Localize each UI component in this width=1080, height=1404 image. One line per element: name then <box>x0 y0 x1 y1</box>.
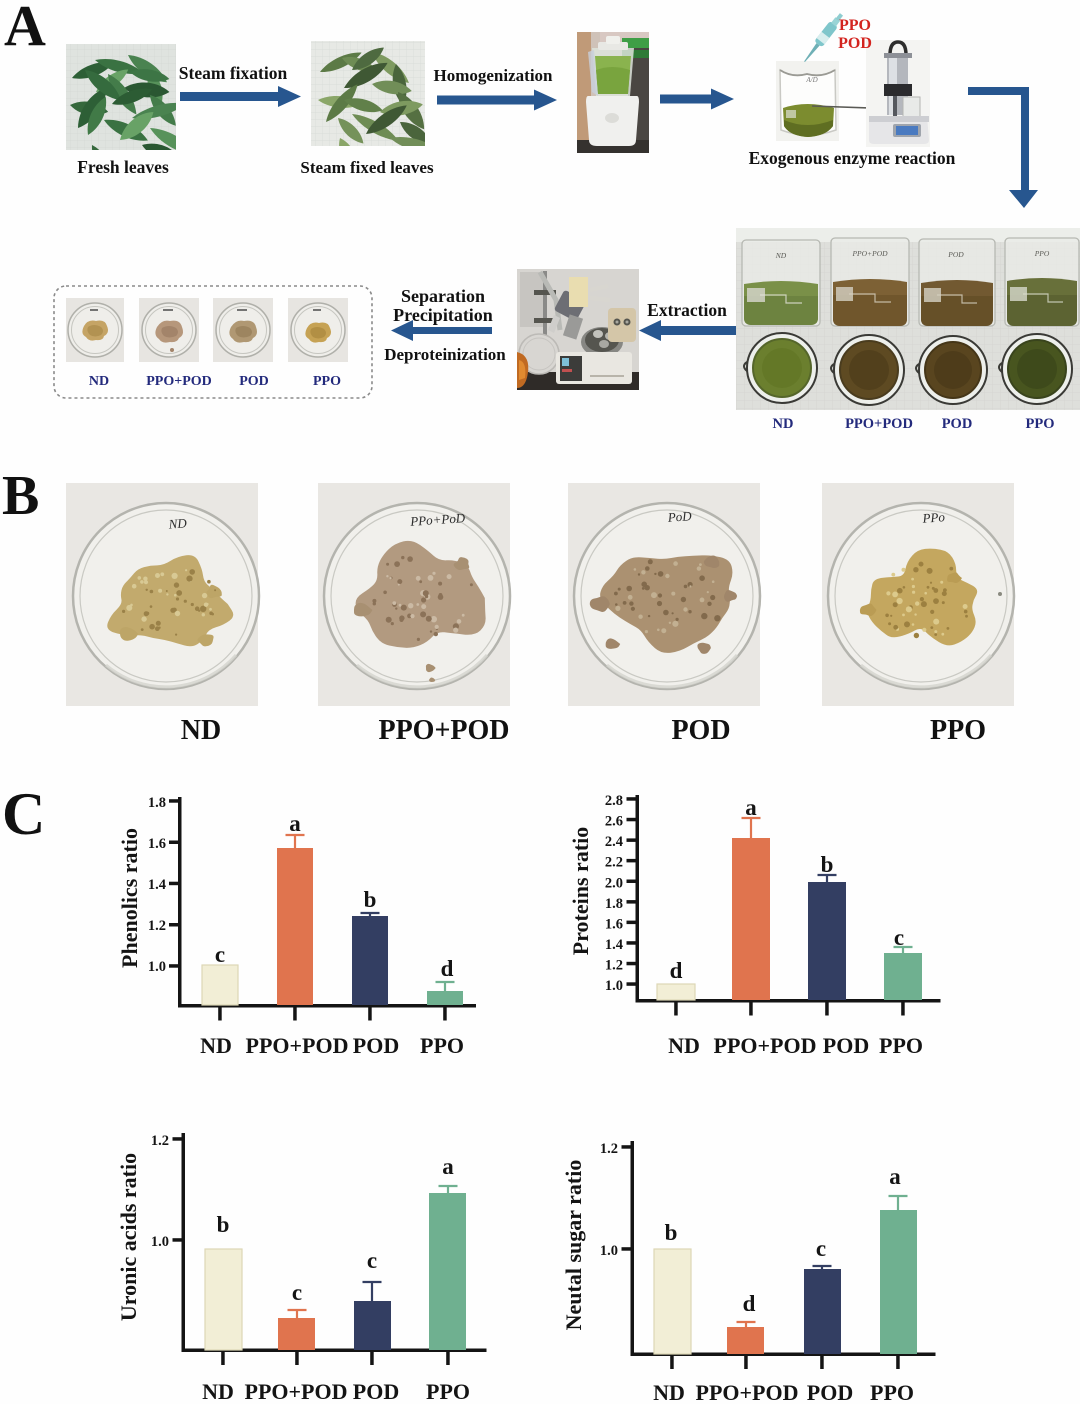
svg-text:2.2: 2.2 <box>605 855 623 871</box>
svg-text:PPO+POD: PPO+POD <box>246 1033 349 1058</box>
svg-text:Precipitation: Precipitation <box>393 305 493 325</box>
svg-text:POD: POD <box>838 35 872 52</box>
svg-text:2.4: 2.4 <box>605 834 623 850</box>
svg-text:2.6: 2.6 <box>605 814 623 830</box>
svg-text:Deproteinization: Deproteinization <box>384 345 506 364</box>
svg-text:c: c <box>367 1248 377 1273</box>
svg-text:a: a <box>889 1164 901 1189</box>
svg-text:A: A <box>4 0 46 58</box>
svg-text:1.4: 1.4 <box>605 937 623 953</box>
svg-text:a: a <box>442 1154 454 1179</box>
svg-text:ND: ND <box>181 715 221 746</box>
svg-text:c: c <box>816 1236 826 1261</box>
svg-text:c: c <box>894 925 904 950</box>
svg-text:1.2: 1.2 <box>600 1141 618 1157</box>
svg-text:Exogenous enzyme reaction: Exogenous enzyme reaction <box>749 148 956 168</box>
svg-text:PPO+POD: PPO+POD <box>851 249 888 258</box>
svg-text:1.0: 1.0 <box>600 1243 618 1259</box>
svg-text:PPo+PoD: PPo+PoD <box>409 510 467 529</box>
svg-text:c: c <box>215 942 225 967</box>
svg-text:1.8: 1.8 <box>605 896 623 912</box>
svg-text:1.2: 1.2 <box>605 958 623 974</box>
svg-text:PPO+POD: PPO+POD <box>378 715 509 746</box>
svg-text:d: d <box>670 958 683 983</box>
svg-text:d: d <box>743 1291 756 1316</box>
svg-text:A/D: A/D <box>805 76 817 84</box>
svg-text:2.0: 2.0 <box>605 875 623 891</box>
svg-text:POD: POD <box>823 1033 869 1058</box>
svg-text:Fresh leaves: Fresh leaves <box>77 157 169 177</box>
svg-text:b: b <box>665 1220 678 1245</box>
svg-text:ND: ND <box>200 1033 232 1058</box>
svg-text:c: c <box>292 1280 302 1305</box>
svg-text:b: b <box>364 887 377 912</box>
svg-text:POD: POD <box>353 1033 399 1058</box>
svg-text:ND: ND <box>668 1033 700 1058</box>
svg-text:ND: ND <box>775 251 787 260</box>
svg-text:Steam fixation: Steam fixation <box>179 63 288 83</box>
svg-text:PPO+POD: PPO+POD <box>696 1380 799 1404</box>
svg-text:Uronic acids ratio: Uronic acids ratio <box>116 1153 141 1321</box>
svg-text:Steam fixed leaves: Steam fixed leaves <box>300 158 434 177</box>
svg-text:Extraction: Extraction <box>647 300 727 320</box>
svg-text:PPO+POD: PPO+POD <box>245 1379 348 1404</box>
svg-text:1.0: 1.0 <box>148 959 166 975</box>
svg-text:ND: ND <box>773 416 794 432</box>
svg-text:PPO: PPO <box>313 374 341 389</box>
svg-text:ND: ND <box>89 374 109 389</box>
svg-text:1.4: 1.4 <box>148 877 166 893</box>
svg-text:C: C <box>2 781 45 847</box>
svg-text:1.8: 1.8 <box>148 795 166 811</box>
svg-text:ND: ND <box>167 515 188 531</box>
svg-text:PoD: PoD <box>666 508 692 525</box>
svg-text:PPO: PPO <box>426 1379 470 1404</box>
svg-text:Neutal sugar ratio: Neutal sugar ratio <box>561 1160 586 1331</box>
svg-text:PPO: PPO <box>1026 416 1055 432</box>
svg-text:PPo: PPo <box>921 509 946 526</box>
svg-text:POD: POD <box>807 1380 853 1404</box>
svg-text:PPO: PPO <box>839 17 871 34</box>
svg-text:PPO: PPO <box>879 1033 923 1058</box>
svg-text:ND: ND <box>653 1380 685 1404</box>
svg-text:POD: POD <box>671 715 730 746</box>
svg-text:1.0: 1.0 <box>151 1234 169 1250</box>
svg-text:Separation: Separation <box>401 286 485 306</box>
svg-text:1.6: 1.6 <box>148 836 166 852</box>
svg-text:Proteins ratio: Proteins ratio <box>568 827 593 956</box>
svg-text:Homogenization: Homogenization <box>434 66 554 85</box>
svg-text:PPO: PPO <box>930 715 986 746</box>
svg-text:PPO+POD: PPO+POD <box>146 374 212 389</box>
svg-text:POD: POD <box>353 1379 399 1404</box>
svg-text:1.0: 1.0 <box>605 978 623 994</box>
svg-text:b: b <box>217 1212 230 1237</box>
svg-text:PPO+POD: PPO+POD <box>714 1033 817 1058</box>
svg-text:d: d <box>441 956 454 981</box>
svg-text:a: a <box>289 811 301 836</box>
svg-text:PPO: PPO <box>870 1380 914 1404</box>
svg-text:POD: POD <box>942 416 973 432</box>
svg-text:1.2: 1.2 <box>151 1133 169 1149</box>
svg-text:2.8: 2.8 <box>605 793 623 809</box>
svg-text:1.6: 1.6 <box>605 916 623 932</box>
svg-text:POD: POD <box>239 374 269 389</box>
svg-text:a: a <box>745 795 757 820</box>
svg-text:Phenolics ratio: Phenolics ratio <box>117 828 142 968</box>
svg-text:b: b <box>821 852 834 877</box>
svg-text:ND: ND <box>202 1379 234 1404</box>
svg-text:PPO+POD: PPO+POD <box>845 416 913 432</box>
svg-text:B: B <box>2 465 39 527</box>
svg-text:PPO: PPO <box>1034 249 1050 258</box>
svg-text:1.2: 1.2 <box>148 918 166 934</box>
svg-text:PPO: PPO <box>420 1033 464 1058</box>
svg-text:POD: POD <box>947 250 964 259</box>
